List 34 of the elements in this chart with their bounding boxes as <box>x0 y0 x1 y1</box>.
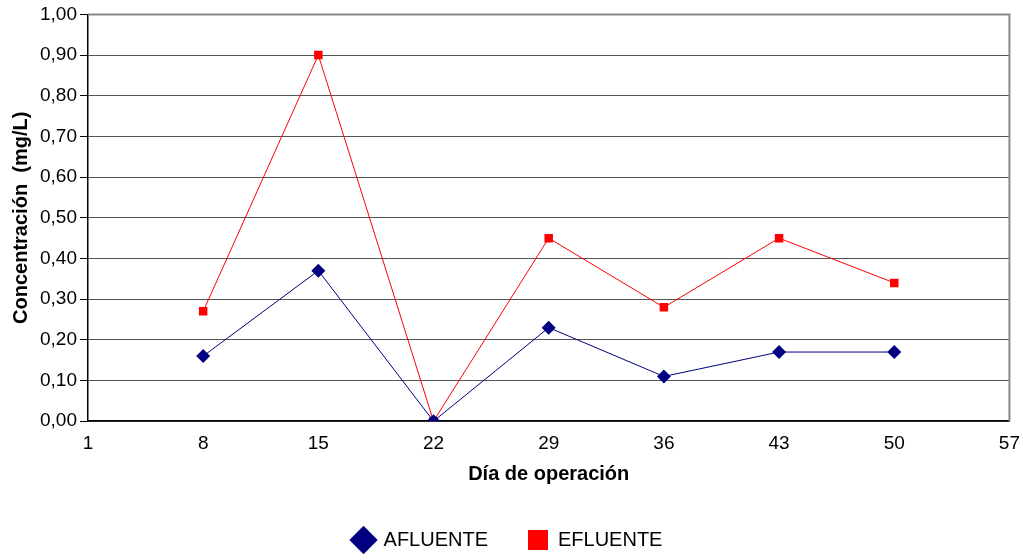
x-axis-title: Día de operación <box>468 461 630 484</box>
point <box>772 345 787 360</box>
y-tick-label: 0,50 <box>40 206 77 228</box>
y-tick-label: 0,30 <box>40 287 77 309</box>
y-tick-label: 0,40 <box>40 246 77 268</box>
point <box>311 263 326 278</box>
x-tick-label: 43 <box>768 431 790 453</box>
y-tick-label: 0,80 <box>40 83 77 105</box>
y-axis-title: Concentración (mg/L) <box>8 111 31 324</box>
x-tick-label: 50 <box>883 431 905 453</box>
x-tick-label: 57 <box>998 431 1020 453</box>
x-tick-label: 36 <box>653 431 675 453</box>
x-tick-label: 15 <box>307 431 329 453</box>
y-tick-label: 0,10 <box>40 368 77 390</box>
point <box>198 307 208 316</box>
point <box>544 233 553 243</box>
x-tick-label: 8 <box>197 431 209 453</box>
legend-label: AFLUENTE <box>383 527 489 550</box>
point <box>541 320 556 335</box>
legend-label: EFLUENTE <box>558 527 663 550</box>
x-tick-label: 22 <box>422 431 445 453</box>
y-tick-label: 0,60 <box>40 165 77 187</box>
y-tick-label: 0,20 <box>40 328 77 350</box>
point <box>314 50 323 60</box>
y-tick-label: 0,90 <box>40 43 77 65</box>
x-tick-label: 1 <box>82 431 94 453</box>
y-tick-label: 0,70 <box>40 124 77 146</box>
point <box>887 345 902 360</box>
point <box>656 369 671 384</box>
point <box>659 303 669 312</box>
point <box>196 349 211 364</box>
x-tick-label: 29 <box>538 431 560 453</box>
y-tick-label: 1,00 <box>40 2 77 24</box>
y-tick-label: 0,00 <box>40 409 77 431</box>
